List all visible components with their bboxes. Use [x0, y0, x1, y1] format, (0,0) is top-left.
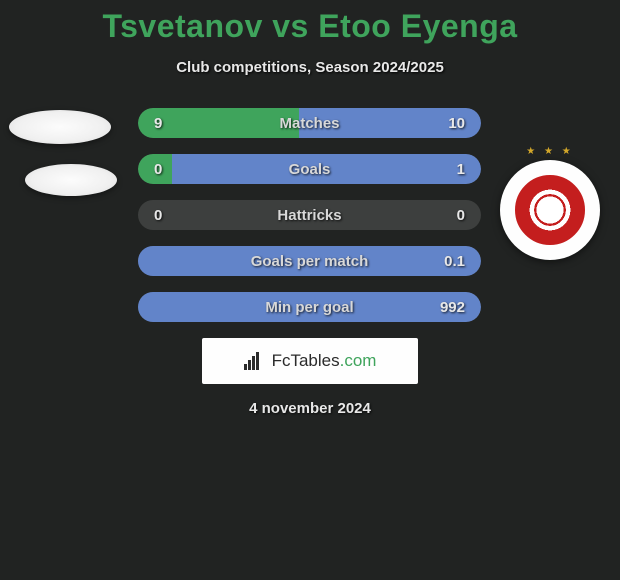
- stat-row: Goals per match 0.1: [138, 246, 481, 276]
- stat-value-right: 0.1: [444, 253, 465, 270]
- stat-value-right: 10: [448, 115, 465, 132]
- stat-value-right: 0: [457, 207, 465, 224]
- brand-tld: .com: [340, 351, 377, 370]
- stat-row: 0 Goals 1: [138, 154, 481, 184]
- stats-area: ★ ★ ★ 9Matches100Goals10Hattricks0Goals …: [0, 108, 620, 322]
- stat-label: Matches: [279, 115, 339, 132]
- comparison-widget: Tsvetanov vs Etoo Eyenga Club competitio…: [0, 0, 620, 417]
- stat-label: Min per goal: [265, 299, 353, 316]
- crest-badge-icon: [515, 175, 585, 245]
- stat-label: Goals per match: [251, 253, 369, 270]
- player-photo-placeholder-left-1: [9, 110, 111, 144]
- player-photo-placeholder-left-2: [25, 164, 117, 196]
- stat-value-right: 1: [457, 161, 465, 178]
- stat-row: Min per goal 992: [138, 292, 481, 322]
- stat-row: 0 Hattricks 0: [138, 200, 481, 230]
- date-label: 4 november 2024: [0, 400, 620, 417]
- stat-label: Goals: [289, 161, 331, 178]
- brand-text: FcTables.com: [272, 351, 377, 371]
- crest-stars-icon: ★ ★ ★: [500, 146, 600, 157]
- stat-value-right: 992: [440, 299, 465, 316]
- page-title: Tsvetanov vs Etoo Eyenga: [0, 8, 620, 45]
- stat-value-left: 0: [154, 207, 162, 224]
- stat-value-left: 9: [154, 115, 162, 132]
- stat-rows: 9Matches100Goals10Hattricks0Goals per ma…: [138, 108, 481, 322]
- stat-row: 9 Matches 10: [138, 108, 481, 138]
- brand-name: FcTables: [272, 351, 340, 370]
- club-crest-right: ★ ★ ★: [500, 160, 600, 260]
- stat-value-left: 0: [154, 161, 162, 178]
- brand-logo[interactable]: FcTables.com: [202, 338, 418, 384]
- stat-label: Hattricks: [277, 207, 341, 224]
- bars-chart-icon: [244, 352, 266, 370]
- subtitle: Club competitions, Season 2024/2025: [0, 59, 620, 76]
